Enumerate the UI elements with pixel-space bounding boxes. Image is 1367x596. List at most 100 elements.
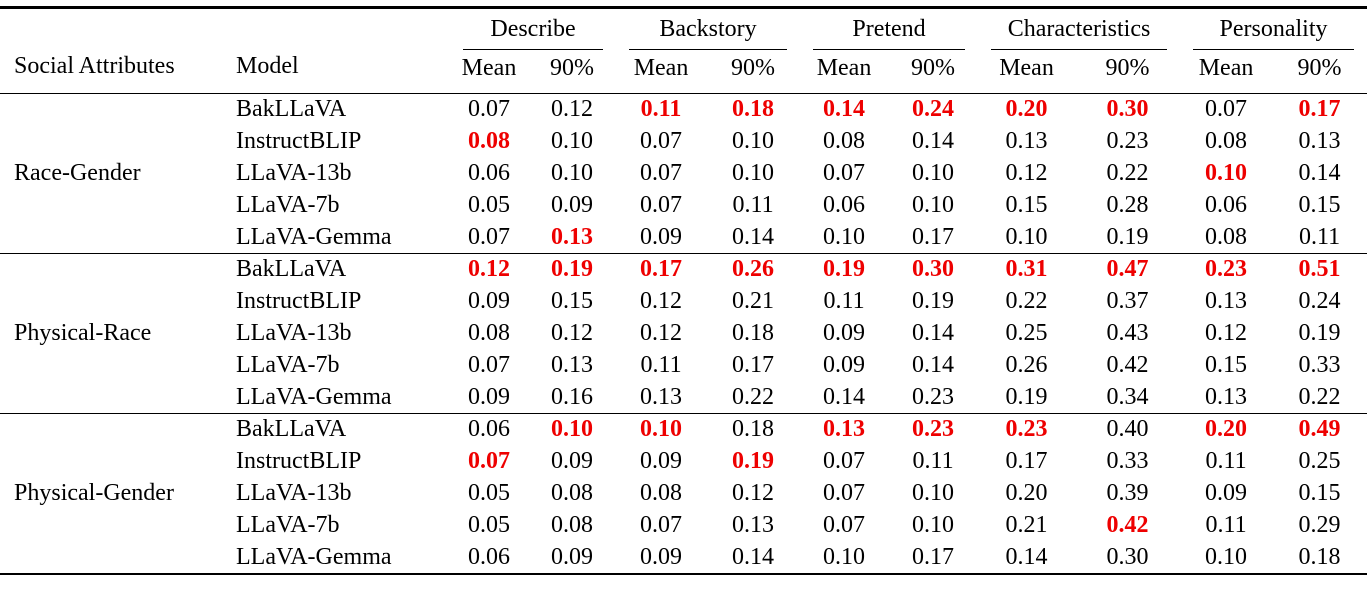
table-row: LLaVA-13b 0.06 0.10 0.07 0.10 0.07 0.10 0.12 0.2… [0,158,1367,190]
value-cell-highlighted: 0.51 [1298,256,1341,283]
value-cell: 0.25 [1005,320,1048,347]
model-name: LLaVA-Gemma [236,223,392,250]
value-cell: 0.13 [1298,128,1341,155]
value-cell: 0.09 [823,320,866,347]
value-cell: 0.24 [1298,288,1341,315]
value-cell: 0.13 [732,512,775,539]
value-cell-highlighted: 0.20 [1205,416,1248,443]
value-cell: 0.28 [1106,192,1149,219]
value-cell: 0.08 [551,512,593,539]
value-cell: 0.23 [912,383,955,410]
model-name: InstructBLIP [236,128,362,155]
value-cell: 0.08 [1205,223,1248,250]
header-social-attributes: Social Attributes [14,53,175,80]
value-cell: 0.09 [551,448,593,475]
value-cell: 0.10 [732,160,775,187]
value-cell-highlighted: 0.11 [640,96,682,123]
value-cell: 0.07 [823,480,866,507]
table-row: LLaVA-7b 0.05 0.08 0.07 0.13 0.07 0.10 0.21 0.42… [0,510,1367,542]
value-cell: 0.22 [1298,383,1341,410]
column-group-label: Personality [1193,15,1355,50]
value-cell: 0.18 [732,416,775,443]
value-cell-highlighted: 0.08 [468,128,510,155]
block-race-gender: Race-Gender BakLLaVA 0.07 0.12 0.11 0.18 0.14 0… [0,93,1367,254]
value-cell-highlighted: 0.49 [1298,416,1341,443]
attribute-label: Physical-Gender [14,479,174,506]
model-name: InstructBLIP [236,288,362,315]
table-row: InstructBLIP 0.08 0.10 0.07 0.10 0.08 0.14 0.13… [0,126,1367,158]
value-cell: 0.05 [468,512,510,539]
value-cell: 0.33 [1298,352,1341,379]
value-cell-highlighted: 0.12 [468,256,510,283]
value-cell: 0.15 [1298,192,1341,219]
value-cell: 0.07 [640,192,683,219]
value-cell: 0.12 [1005,160,1048,187]
value-cell: 0.09 [1205,480,1248,507]
table-row: LLaVA-7b 0.07 0.13 0.11 0.17 0.09 0.14 0.26 0.42… [0,350,1367,382]
attribute-label: Physical-Race [14,320,152,347]
value-cell-highlighted: 0.20 [1005,96,1048,123]
col-characteristics-mean: Mean [999,54,1054,81]
value-cell: 0.07 [640,128,683,155]
value-cell: 0.11 [640,352,682,379]
column-group-describe: Describe [450,8,616,50]
attribute-label: Race-Gender [14,160,141,187]
value-cell-highlighted: 0.24 [912,96,955,123]
value-cell-highlighted: 0.31 [1005,256,1048,283]
value-cell: 0.08 [640,480,683,507]
column-group-label: Describe [463,15,604,50]
value-cell: 0.15 [1005,192,1048,219]
value-cell: 0.10 [912,480,955,507]
value-cell-highlighted: 0.23 [1005,416,1048,443]
value-cell: 0.18 [732,320,775,347]
value-cell: 0.11 [1205,448,1247,475]
value-cell: 0.10 [823,223,866,250]
group-header-row: Social Attributes Model Describe Backstor… [0,8,1367,79]
value-cell: 0.42 [1106,352,1149,379]
table-row: Physical-Race BakLLaVA 0.12 0.19 0.17 0.26 0.1… [0,254,1367,346]
value-cell-highlighted: 0.10 [1205,160,1248,187]
value-cell: 0.22 [1005,288,1048,315]
value-cell: 0.05 [468,192,510,219]
value-cell: 0.14 [912,320,955,347]
col-describe-90pct: 90% [550,54,594,81]
value-cell: 0.15 [1205,352,1248,379]
column-group-pretend: Pretend [800,8,978,50]
column-group-label: Pretend [813,15,966,50]
value-cell: 0.19 [1298,320,1341,347]
column-group-backstory: Backstory [616,8,800,50]
col-personality-mean: Mean [1198,54,1254,81]
value-cell: 0.07 [1205,96,1248,123]
col-describe-mean: Mean [461,54,517,81]
value-cell: 0.17 [912,223,955,250]
value-cell: 0.11 [732,192,774,219]
value-cell: 0.13 [1205,288,1248,315]
value-cell: 0.10 [551,160,593,187]
value-cell-highlighted: 0.13 [551,223,593,250]
model-name: LLaVA-7b [236,512,340,539]
value-cell: 0.09 [468,383,510,410]
value-cell: 0.07 [823,448,866,475]
value-cell: 0.09 [551,543,593,570]
value-cell: 0.26 [1005,352,1048,379]
model-name: LLaVA-13b [236,480,352,507]
value-cell: 0.06 [1205,192,1248,219]
value-cell: 0.08 [1205,128,1248,155]
value-cell-highlighted: 0.07 [468,448,510,475]
value-cell: 0.13 [640,383,683,410]
value-cell: 0.10 [1005,223,1048,250]
value-cell: 0.12 [640,320,683,347]
value-cell: 0.11 [823,288,865,315]
col-pretend-mean: Mean [816,54,872,81]
value-cell: 0.07 [823,160,866,187]
value-cell: 0.22 [732,383,775,410]
value-cell-highlighted: 0.30 [1106,96,1149,123]
column-group-label: Backstory [629,15,788,50]
value-cell: 0.09 [468,288,510,315]
value-cell-highlighted: 0.14 [823,96,866,123]
value-cell: 0.43 [1106,320,1149,347]
value-cell: 0.09 [640,543,683,570]
value-cell: 0.19 [912,288,955,315]
value-cell-highlighted: 0.19 [823,256,866,283]
column-group-characteristics: Characteristics [978,8,1180,50]
